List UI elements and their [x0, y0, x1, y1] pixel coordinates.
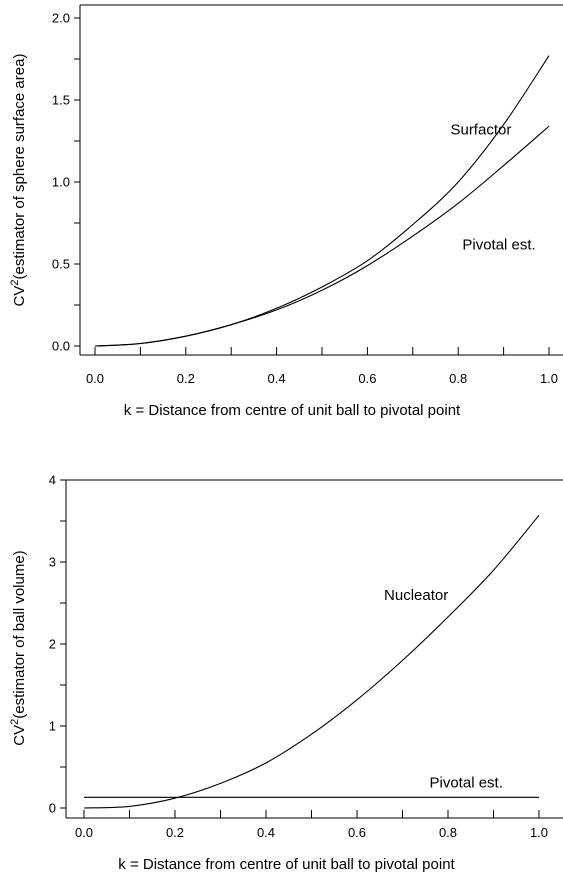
series-line-surfactor [94, 55, 550, 347]
series-label: Nucleator [384, 587, 448, 604]
x-tick-label: 1.0 [540, 371, 558, 386]
chart-sphere-surface-area: 0.0 0.2 0.4 0.6 0.8 1.0 0.0 0.5 1.0 1.5 2.0 Surfact… [9, 4, 563, 419]
x-tick-label: 0.8 [439, 825, 457, 840]
x-tick-label: 0.6 [358, 371, 376, 386]
y-tick-label: 1.5 [52, 93, 70, 108]
chart-ball-volume: 0.0 0.2 0.4 0.6 0.8 1.0 0 1 2 3 4 Nucleator Pivotal … [9, 473, 563, 873]
x-tick-label: 0.2 [166, 825, 184, 840]
x-tick-label: 0.0 [75, 825, 93, 840]
y-tick-label: 0.5 [52, 257, 70, 272]
y-tick-label: 0.0 [52, 339, 70, 354]
y-tick-label: 1 [49, 719, 56, 734]
y-axis-title: CV2(estimator of ball volume) [9, 550, 28, 745]
x-axis-title: k = Distance from centre of unit ball to… [124, 402, 461, 419]
series-label: Pivotal est. [462, 236, 535, 253]
y-tick-label: 1.0 [52, 175, 70, 190]
x-tick-label: 0.8 [449, 371, 467, 386]
x-tick-label: 0.0 [86, 371, 104, 386]
y-tick-label: 2.0 [52, 11, 70, 26]
x-tick-label: 0.4 [257, 825, 275, 840]
x-tick-label: 0.4 [268, 371, 286, 386]
x-axis-title: k = Distance from centre of unit ball to… [118, 856, 455, 873]
x-tick-label: 0.2 [177, 371, 195, 386]
y-tick-label: 2 [49, 637, 56, 652]
y-axis-title: CV2(estimator of sphere surface area) [9, 54, 28, 307]
series-line-pivotal-est [94, 125, 550, 347]
series-line-nucleator [83, 514, 540, 809]
y-tick-label: 0 [49, 801, 56, 816]
y-tick-label: 4 [49, 473, 56, 488]
series-label: Surfactor [450, 122, 511, 139]
series-label: Pivotal est. [430, 775, 503, 792]
x-tick-label: 1.0 [530, 825, 548, 840]
y-tick-label: 3 [49, 555, 56, 570]
x-tick-label: 0.6 [348, 825, 366, 840]
